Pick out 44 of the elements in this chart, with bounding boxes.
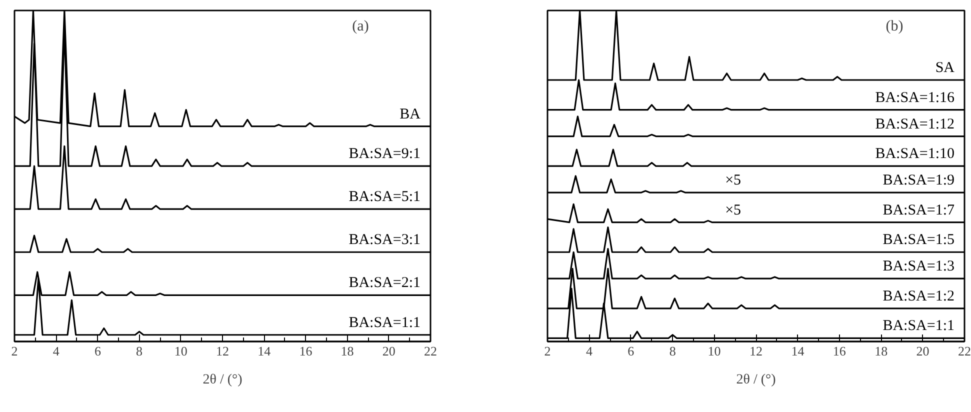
series-label: SA [935,60,955,76]
series-label: BA:SA=1:16 [875,90,955,106]
x-tick-label: 20 [382,344,396,358]
x-tick-label: 14 [791,344,805,358]
x-tick-label: 6 [94,344,102,358]
x-tick-label: 8 [669,344,676,358]
x-tick-label: 12 [216,344,229,358]
x-axis-title: 2θ / (°) [736,372,776,388]
text: (a) [352,18,369,34]
series-label: BA:SA=1:12 [875,116,955,132]
series-label: BA [400,106,421,122]
series-label: BA:SA=1:10 [875,146,955,162]
x-tick-label: 10 [708,344,721,358]
series-label: BA:SA=1:1 [882,318,955,334]
x-tick-label: 16 [299,344,313,358]
annotation: ×5 [725,202,742,218]
series-label: BA:SA=1:1 [348,314,421,331]
x-tick-label: 22 [424,344,437,358]
x-axis-title: 2θ / (°) [202,372,243,388]
x-tick-label: 8 [136,344,143,358]
series-label: BA:SA=5:1 [348,189,421,206]
x-tick-label: 22 [958,344,971,358]
series-label: BA:SA=1:5 [882,232,955,248]
series-label: BA:SA=2:1 [348,275,421,292]
series-label: BA:SA=9:1 [348,146,421,162]
series-label: BA:SA=1:7 [882,202,955,218]
x-tick-label: 18 [874,344,888,358]
series-label: BA:SA=1:2 [882,288,955,304]
series-label: BA:SA=1:9 [882,172,955,189]
annotation: ×5 [725,172,742,189]
x-tick-label: 10 [174,344,188,358]
x-tick-label: 16 [832,344,846,358]
series-label: BA:SA=1:3 [882,258,955,275]
x-tick-label: 12 [750,344,762,358]
x-tick-label: 14 [258,344,272,358]
x-tick-label: 4 [52,344,60,358]
x-tick-label: 2 [11,344,18,358]
x-tick-label: 6 [628,344,635,358]
x-tick-label: 18 [340,344,354,358]
x-tick-label: 4 [586,344,593,358]
x-tick-label: 20 [916,344,930,358]
x-tick-label: 2 [544,344,551,358]
text: (b) [886,18,904,34]
series-label: BA:SA=3:1 [348,232,421,248]
